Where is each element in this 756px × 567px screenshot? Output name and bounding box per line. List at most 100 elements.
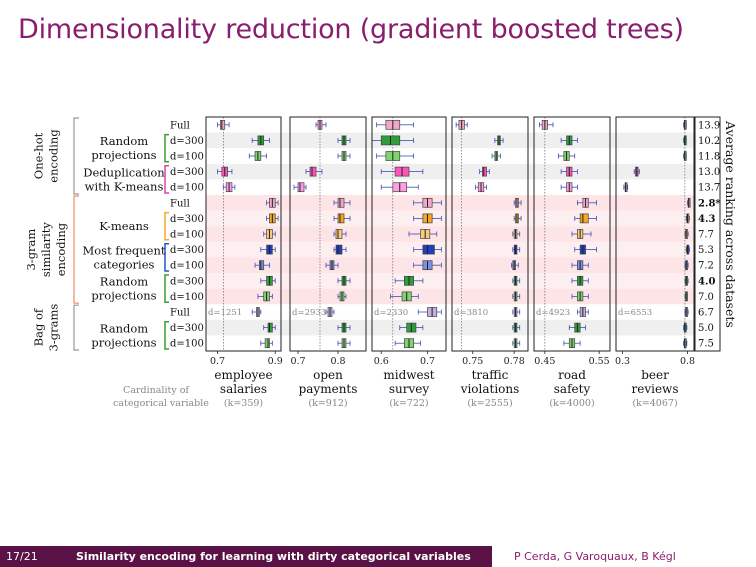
tick-label: 0.7 [420, 356, 435, 367]
ranking-value: 10.2 [698, 136, 720, 147]
row-label: d=300 [170, 167, 204, 178]
row-label: d=300 [170, 323, 204, 334]
box [337, 197, 345, 208]
row-background-layer [206, 132, 695, 336]
method-label: Most frequent [82, 243, 165, 257]
row-label: Full [170, 308, 190, 319]
dataset-name: beer [641, 368, 669, 382]
dimension-label: d=2933 [292, 308, 326, 318]
box [482, 166, 487, 177]
box [579, 213, 589, 224]
group-bracket [73, 117, 79, 195]
method-bracket [164, 165, 169, 194]
footer-bar: 17/21 Similarity encoding for learning w… [0, 546, 756, 567]
dimension-label: d=3810 [454, 308, 488, 318]
group-label: Bag of [32, 308, 46, 346]
row-band [206, 241, 695, 258]
tick-label: 0.6 [374, 356, 389, 367]
tick-label: 0.45 [534, 356, 555, 367]
row-band [206, 210, 695, 227]
cardinality-value: (k=722) [389, 398, 428, 409]
dataset-name: employee [214, 368, 272, 382]
row-label: d=100 [170, 152, 204, 163]
method-label: projections [91, 148, 156, 162]
panel-frame [451, 116, 529, 352]
ranking-value: 6.7 [698, 308, 714, 319]
panel-frame [533, 116, 611, 352]
tick-label: 0.7 [210, 356, 225, 367]
ranking-value: 13.0 [698, 167, 720, 178]
box [309, 166, 317, 177]
tick-label: 0.55 [589, 356, 610, 367]
row-label: d=100 [170, 339, 204, 350]
ranking-value: 2.8* [698, 198, 721, 209]
method-bracket [164, 243, 169, 272]
box [422, 244, 435, 255]
box [337, 213, 345, 224]
cardinality-label: categorical variable [113, 398, 209, 409]
row-label: d=300 [170, 276, 204, 287]
method-label: projections [91, 289, 156, 303]
dataset-name: survey [389, 382, 430, 396]
row-band [206, 226, 695, 242]
row-label: d=100 [170, 230, 204, 241]
group-label: similarity [39, 222, 53, 277]
method-label: categories [94, 257, 155, 271]
row-label: Full [170, 198, 190, 209]
row-band [206, 132, 695, 149]
dimension-label: d=6553 [618, 308, 652, 318]
box [267, 322, 273, 333]
row-label: d=100 [170, 292, 204, 303]
row-band [206, 195, 695, 211]
row-label: d=300 [170, 245, 204, 256]
ranking-value: 13.7 [698, 183, 720, 194]
dataset-name: violations [460, 382, 520, 396]
dataset-name: payments [299, 382, 358, 396]
panel-frame [205, 116, 282, 352]
box [259, 260, 265, 271]
method-label: Random [100, 321, 148, 335]
ranking-axis-label: Average ranking across datasets [723, 120, 738, 328]
cardinality-label: Cardinality of [123, 385, 190, 396]
panel-frame [371, 116, 447, 352]
dimension-label: d=2330 [374, 308, 408, 318]
row-label: d=300 [170, 136, 204, 147]
row-band [206, 288, 695, 305]
ranking-value: 7.2 [698, 261, 714, 272]
row-label: d=100 [170, 183, 204, 194]
row-band [206, 257, 695, 273]
tick-label: 0.3 [615, 356, 630, 367]
tick-label: 0.78 [504, 356, 525, 367]
ranking-value: 11.8 [698, 152, 720, 163]
method-bracket [164, 321, 169, 350]
group-label: 3-gram [24, 229, 38, 271]
panel-frame [289, 116, 367, 352]
footer-right-panel: P Cerda, G Varoquaux, B Kégl [492, 546, 756, 567]
box [297, 182, 305, 193]
method-label: K-means [99, 219, 149, 233]
footer-left-panel: 17/21 Similarity encoding for learning w… [0, 546, 492, 567]
row-labels: Full d=300 d=100 d=300 d=100 Full d=300 d=100 d=… [170, 120, 204, 349]
method-bracket [164, 133, 169, 163]
row-band [206, 319, 695, 336]
row-label: Full [170, 120, 190, 131]
cardinality-value: (k=4067) [632, 398, 677, 409]
box [335, 229, 343, 239]
dataset-name: road [558, 368, 586, 382]
dataset-name: reviews [632, 382, 679, 396]
dataset-name: open [313, 368, 343, 382]
ranking-value: 4.0 [698, 276, 715, 287]
box [220, 119, 226, 130]
ranking-column: 13.9 10.2 11.8 13.0 13.7 2.8* 4.3 7.7 5.3 7.2 4.0 7… [694, 116, 721, 352]
cardinality-value: (k=2555) [467, 398, 512, 409]
dataset-name: traffic [472, 368, 509, 382]
ranking-value: 5.3 [698, 245, 714, 256]
dataset-name: midwest [383, 368, 434, 382]
row-label: d=300 [170, 214, 204, 225]
